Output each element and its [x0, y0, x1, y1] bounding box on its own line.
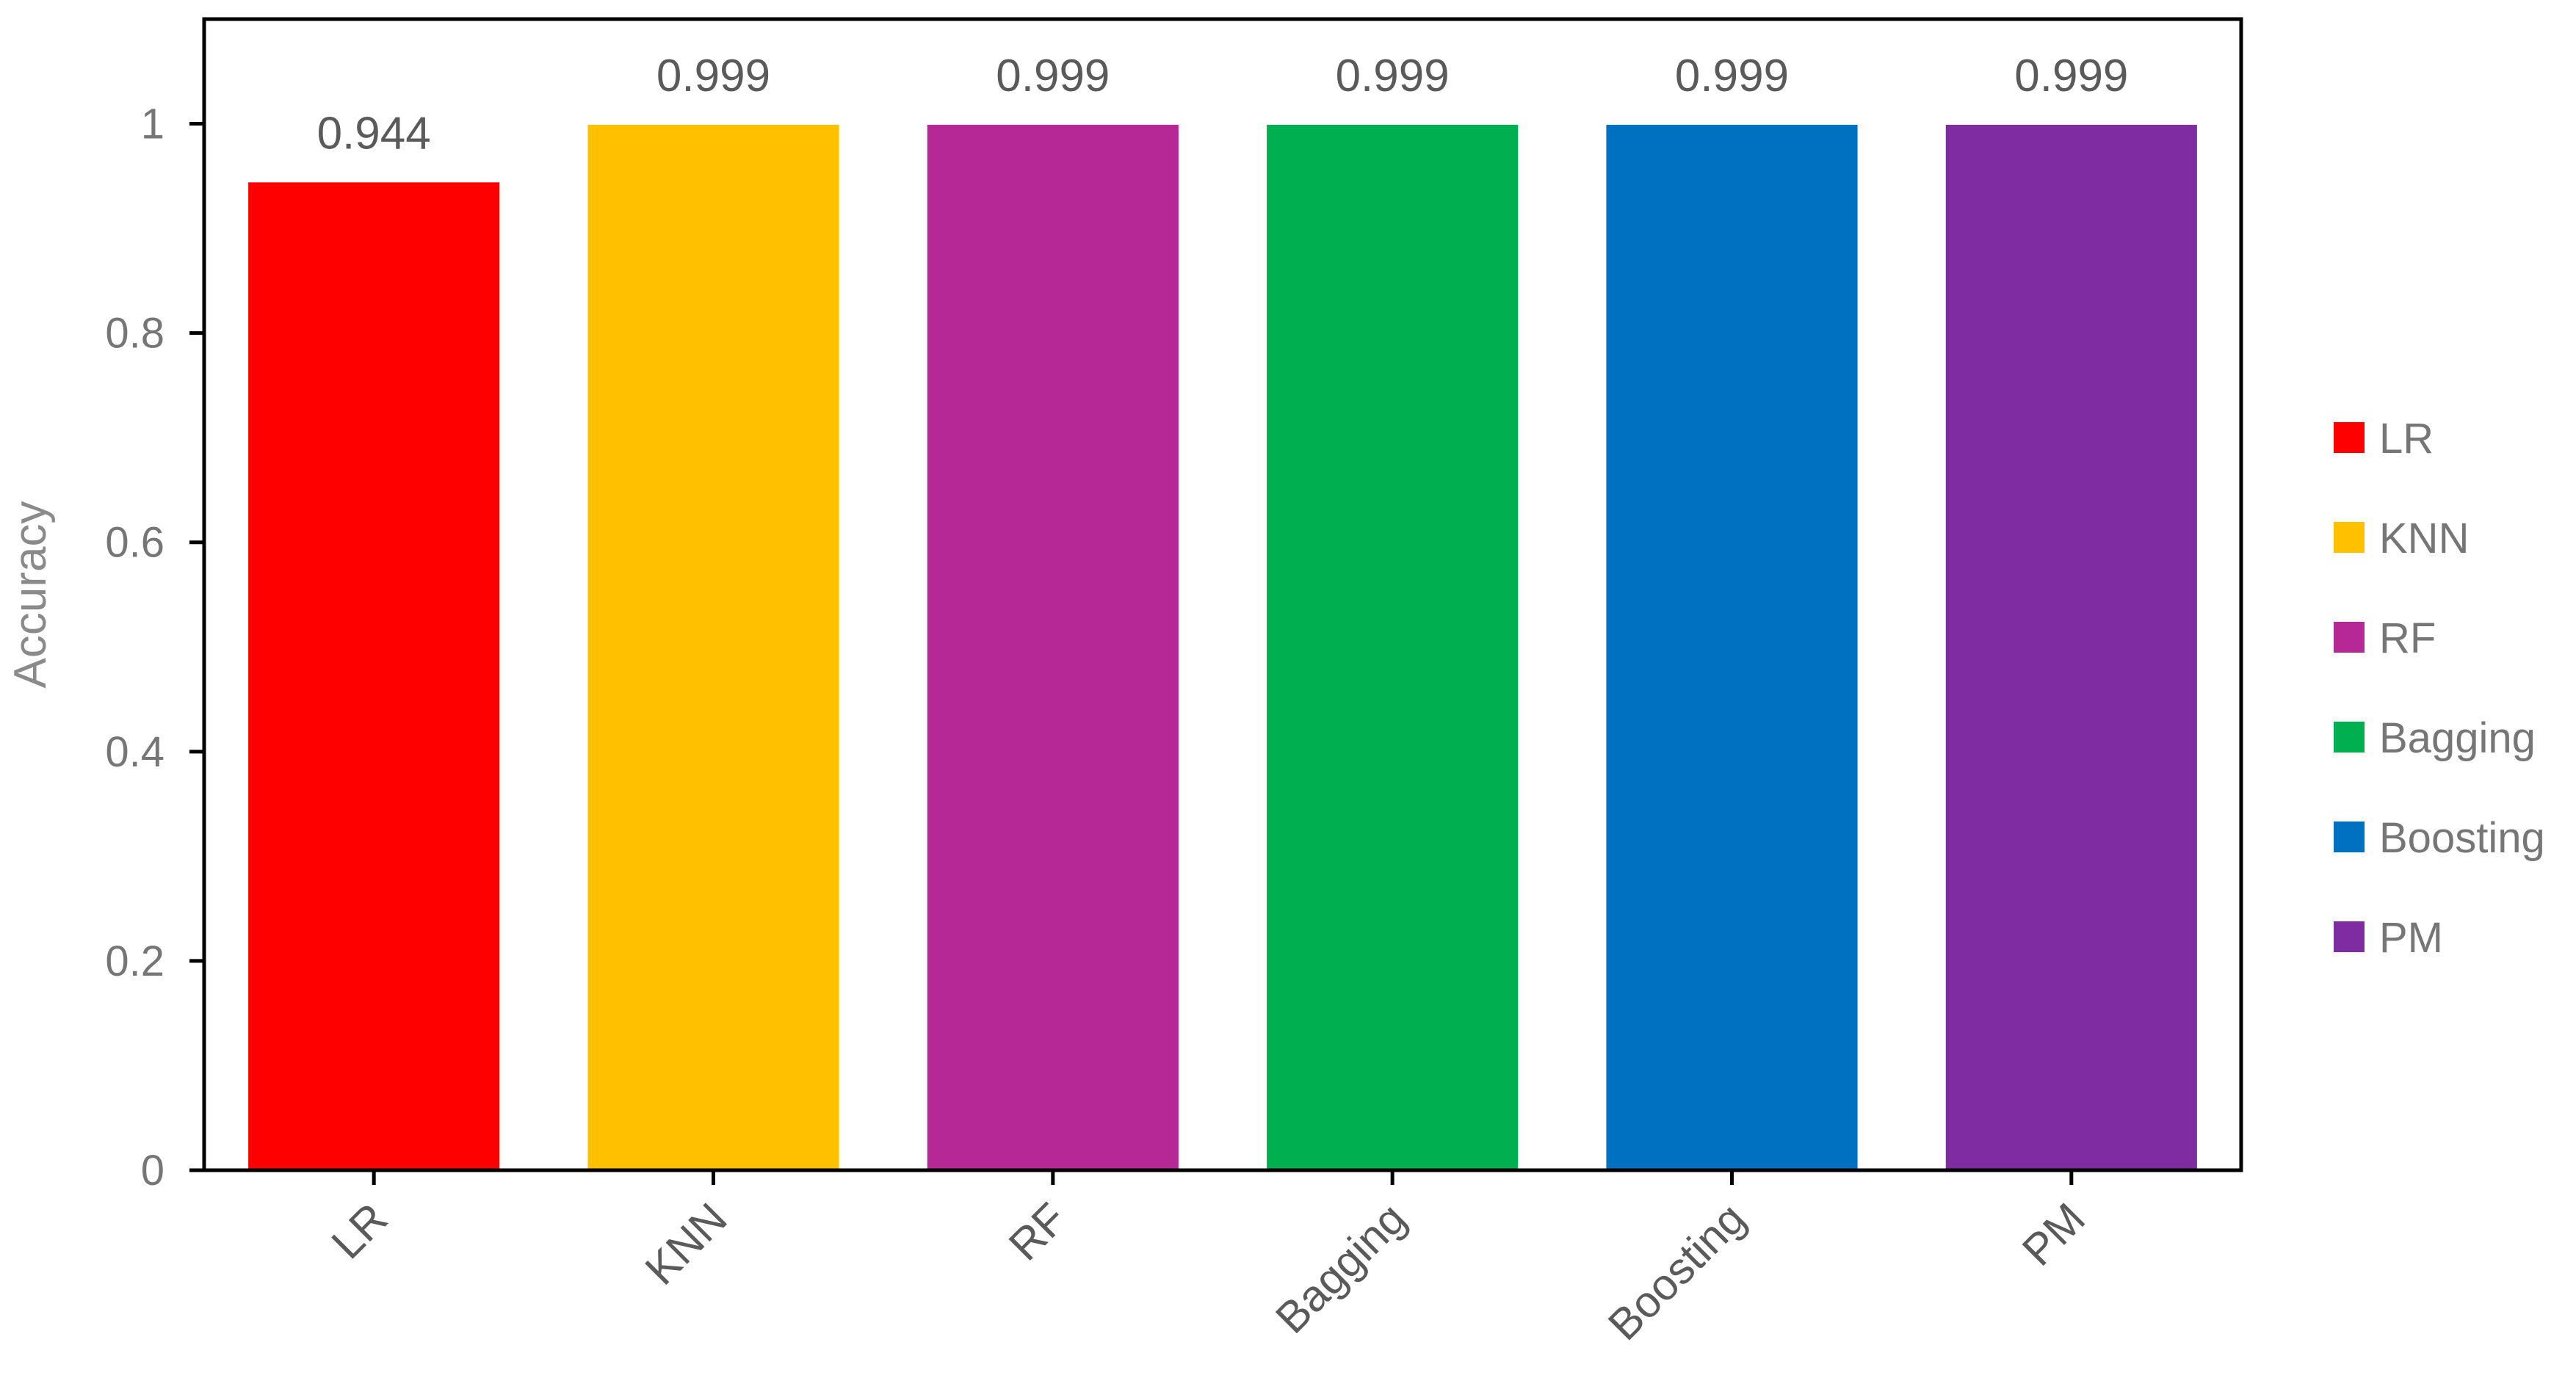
y-tick-label: 0 [141, 1147, 164, 1194]
data-label-lr: 0.944 [317, 108, 431, 159]
bar-boosting [1606, 124, 1858, 1170]
y-tick-label: 0.6 [105, 519, 164, 567]
bar-rf [927, 124, 1179, 1170]
plot-frame [202, 17, 2243, 1172]
plot-border [202, 17, 2243, 1172]
legend-swatch-boosting [2334, 822, 2365, 852]
y-axis-title: Accuracy [5, 501, 56, 689]
legend-swatch-pm [2334, 921, 2365, 952]
legend-swatch-knn [2334, 522, 2365, 553]
bars-group [248, 124, 2197, 1171]
data-label-rf: 0.999 [996, 51, 1110, 101]
legend: LR KNN RF Bagging Boosting PM [2334, 415, 2545, 962]
x-category-label-knn: KNN [636, 1194, 737, 1294]
data-label-pm: 0.999 [2014, 51, 2128, 101]
legend-label-rf: RF [2379, 614, 2436, 662]
bar-bagging [1267, 124, 1519, 1170]
legend-label-pm: PM [2379, 914, 2443, 962]
data-labels-group: 0.944 0.999 0.999 0.999 0.999 0.999 [317, 51, 2129, 159]
bar-lr [248, 182, 500, 1171]
x-category-label-pm: PM [2013, 1194, 2094, 1275]
x-category-label-lr: LR [322, 1194, 397, 1269]
x-axis: LR KNN RF Bagging Boosting PM [322, 1170, 2094, 1349]
data-label-boosting: 0.999 [1675, 51, 1789, 101]
legend-label-bagging: Bagging [2379, 714, 2536, 762]
legend-label-boosting: Boosting [2379, 814, 2545, 862]
y-tick-label: 0.2 [105, 938, 164, 985]
data-label-bagging: 0.999 [1336, 51, 1450, 101]
bar-knn [587, 124, 839, 1170]
legend-swatch-lr [2334, 422, 2365, 453]
y-tick-label: 0.4 [105, 728, 164, 776]
data-label-knn: 0.999 [656, 51, 770, 101]
y-tick-label: 0.8 [105, 310, 164, 358]
legend-swatch-bagging [2334, 722, 2365, 752]
legend-swatch-rf [2334, 622, 2365, 653]
legend-label-knn: KNN [2379, 515, 2469, 562]
legend-label-lr: LR [2379, 415, 2434, 463]
y-axis: 0 0.2 0.4 0.6 0.8 1 [105, 101, 204, 1194]
x-category-label-rf: RF [999, 1194, 1076, 1270]
x-category-label-boosting: Boosting [1599, 1194, 1754, 1349]
bar-pm [1945, 124, 2197, 1170]
x-category-label-bagging: Bagging [1266, 1194, 1415, 1343]
y-tick-label: 1 [141, 101, 164, 148]
